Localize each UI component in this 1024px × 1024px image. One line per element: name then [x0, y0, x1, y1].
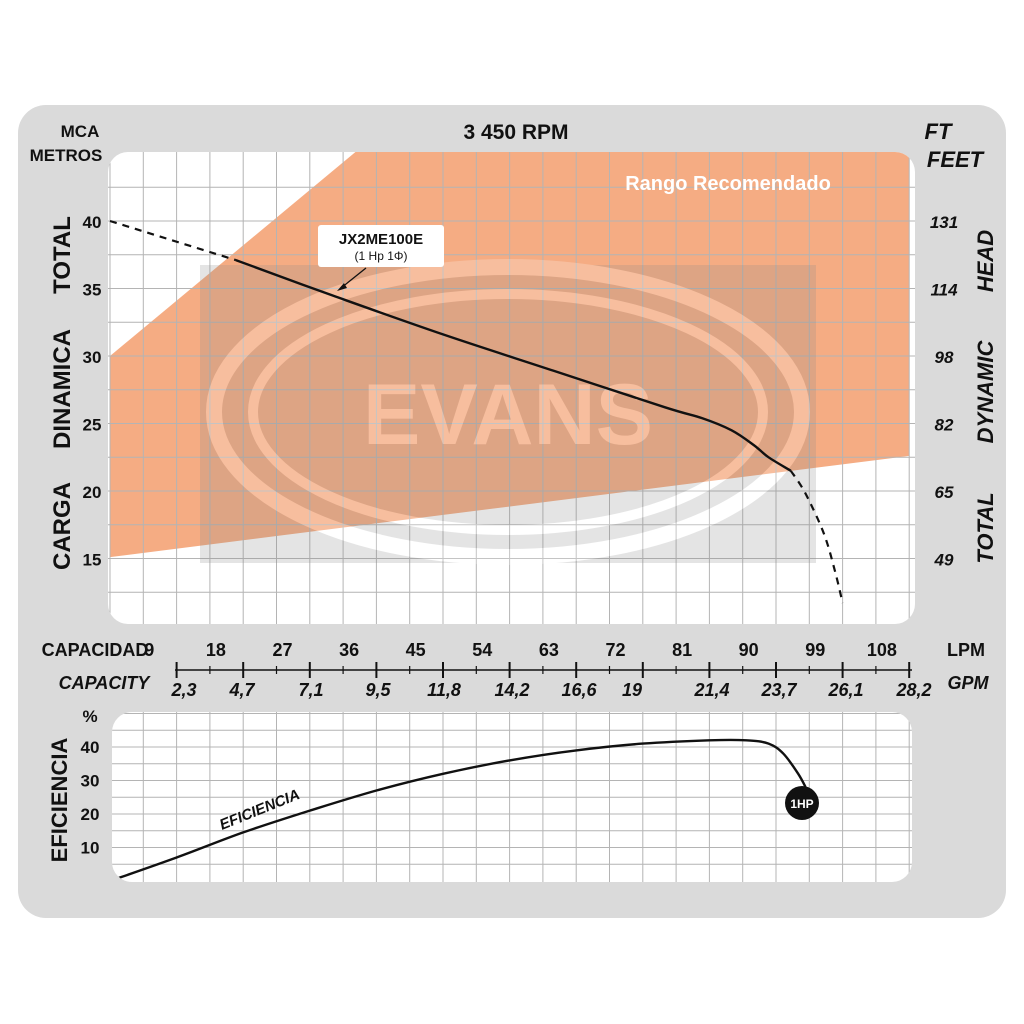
gpm-tick-label: 11,8: [427, 680, 461, 700]
gpm-tick-label: 26,1: [827, 680, 863, 700]
right-tick-label: 98: [935, 348, 954, 367]
lpm-tick-label: 99: [805, 640, 825, 660]
head-curve-dashed-start: [109, 219, 237, 262]
lpm-tick-label: 9: [144, 640, 154, 660]
left-unit-line-1: MCA: [61, 122, 100, 141]
lpm-tick-label: 54: [472, 640, 492, 660]
series-callout: JX2ME100E (1 Hp 1Φ): [318, 225, 444, 291]
gpm-tick-label: 4,7: [228, 680, 255, 700]
x-axis-lpm-unit: LPM: [947, 640, 985, 660]
gpm-tick-label: 9,5: [365, 680, 391, 700]
x-axis-lpm-label: CAPACIDAD: [42, 640, 149, 660]
gpm-tick-label: 19: [622, 680, 642, 700]
x-axis-gpm-label: CAPACITY: [59, 673, 152, 693]
efficiency-curve: [112, 738, 807, 882]
lpm-tick-label: 63: [539, 640, 559, 660]
gpm-tick-label: 14,2: [494, 680, 529, 700]
lpm-tick-label: 72: [605, 640, 625, 660]
gpm-tick-label: 23,7: [760, 680, 797, 700]
recommended-range-label: Rango Recomendado: [625, 173, 831, 195]
gpm-tick-label: 7,1: [298, 680, 323, 700]
efficiency-grid: [112, 712, 912, 882]
right-axis-title-total: TOTAL: [973, 492, 998, 563]
evans-watermark: EVANS: [200, 259, 816, 565]
gpm-tick-label: 21,4: [693, 680, 729, 700]
lpm-tick-label: 81: [672, 640, 692, 660]
efficiency-tick-label: 10: [81, 839, 100, 858]
left-axis-title-carga: CARGA: [49, 482, 76, 570]
head-curve-dashed-end: [789, 470, 844, 604]
left-axis-title-dinamica: DINAMICA: [49, 329, 76, 449]
left-tick-label: 40: [83, 213, 102, 232]
efficiency-tick-label: 40: [81, 738, 100, 757]
right-unit-line-1: FT: [925, 119, 953, 144]
efficiency-axis-title: EFICIENCIA: [47, 738, 72, 863]
x-axis-gpm-unit: GPM: [947, 673, 989, 693]
series-spec: (1 Hp 1Φ): [355, 249, 408, 263]
chart-title: 3 450 RPM: [463, 121, 568, 144]
left-tick-label: 25: [83, 416, 102, 435]
lpm-tick-label: 90: [739, 640, 759, 660]
left-axis-title-total: TOTAL: [49, 216, 76, 294]
head-curve: [235, 258, 792, 472]
right-tick-label: 114: [930, 281, 958, 300]
gpm-tick-label: 16,6: [561, 680, 597, 700]
right-tick-label: 65: [935, 483, 954, 502]
right-axis-title-head: HEAD: [973, 230, 998, 292]
motor-badge: 1HP: [785, 786, 819, 820]
watermark-text: EVANS: [363, 367, 653, 463]
motor-badge-text: 1HP: [790, 797, 813, 811]
efficiency-tick-label: 30: [81, 772, 100, 791]
series-name: JX2ME100E: [339, 231, 423, 248]
left-tick-label: 35: [83, 281, 102, 300]
left-tick-label: 30: [83, 348, 102, 367]
left-unit-line-2: METROS: [30, 146, 103, 165]
right-tick-label: 131: [930, 213, 958, 232]
gpm-tick-label: 28,2: [895, 680, 931, 700]
left-tick-label: 15: [83, 551, 102, 570]
efficiency-tick-label: 20: [81, 805, 100, 824]
efficiency-unit: %: [82, 707, 97, 726]
lpm-tick-label: 36: [339, 640, 359, 660]
lpm-tick-label: 108: [867, 640, 897, 660]
lpm-tick-label: 45: [406, 640, 426, 660]
right-tick-label: 49: [934, 551, 954, 570]
lpm-tick-label: 18: [206, 640, 226, 660]
left-tick-label: 20: [83, 483, 102, 502]
right-axis-title-dynamic: DYNAMIC: [973, 340, 998, 444]
lpm-tick-label: 27: [272, 640, 292, 660]
right-tick-label: 82: [935, 416, 954, 435]
right-unit-line-2: FEET: [927, 147, 985, 172]
gpm-tick-label: 2,3: [170, 680, 196, 700]
